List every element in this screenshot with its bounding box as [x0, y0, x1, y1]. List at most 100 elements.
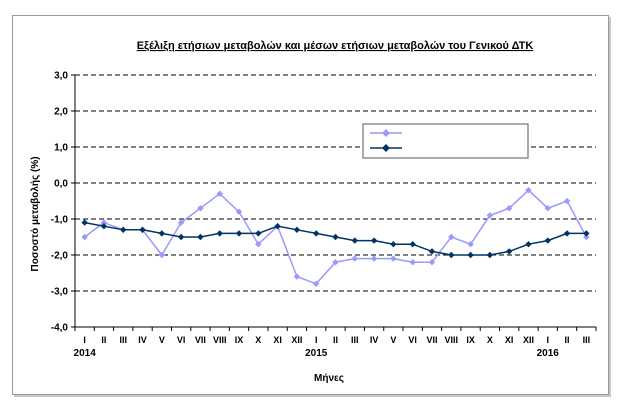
data-point	[467, 251, 474, 259]
x-tick-label: VII	[195, 335, 206, 345]
data-point	[351, 237, 358, 244]
data-point	[525, 241, 532, 248]
y-tick-label: -2,0	[51, 251, 69, 262]
data-point	[177, 219, 185, 226]
y-tick-label: -1,0	[51, 215, 69, 226]
y-tick-label: 3,0	[54, 71, 68, 82]
data-point	[448, 251, 455, 259]
data-point	[158, 230, 166, 237]
x-tick-label: XI	[273, 335, 282, 345]
legend-box	[362, 123, 529, 159]
legend: Ετήσια μεταβολή Μέση ετήσια μεταβολή	[362, 123, 529, 159]
year-label: 2015	[305, 348, 328, 359]
data-point	[370, 237, 378, 244]
legend-marker-annual	[382, 129, 390, 137]
data-point	[235, 208, 243, 215]
y-tick-label: 2,0	[54, 107, 68, 118]
x-tick-label: I	[83, 335, 86, 345]
x-tick-label: X	[487, 335, 493, 345]
data-point	[525, 187, 532, 194]
y-tick-label: -3,0	[51, 287, 69, 298]
year-label: 2014	[74, 348, 97, 359]
legend-label-annual: Ετήσια μεταβολή	[406, 128, 481, 140]
series-mean-annual-change	[81, 219, 590, 259]
data-point	[390, 255, 397, 262]
data-point	[313, 280, 320, 287]
x-tick-label: I	[547, 335, 550, 345]
data-point	[100, 223, 108, 230]
y-tick-label: 1,0	[54, 143, 68, 154]
x-tick-label: VI	[408, 335, 417, 345]
x-tick-label: II	[101, 335, 106, 345]
data-point	[158, 251, 166, 259]
legend-label-mean: Μέση ετήσια μεταβολή	[406, 143, 506, 155]
data-point	[197, 233, 204, 241]
data-point	[390, 241, 397, 248]
data-point	[216, 190, 223, 197]
chart-title: Εξέλιξη ετήσιων μεταβολών και μέσων ετήσ…	[137, 40, 534, 52]
data-point	[505, 205, 513, 212]
data-point	[486, 212, 494, 219]
year-label: 2016	[537, 348, 560, 359]
x-tick-label: III	[119, 335, 127, 345]
data-point	[120, 226, 127, 233]
chart-frame: Εξέλιξη ετήσιων μεταβολών και μέσων ετήσ…	[12, 15, 609, 395]
x-tick-label: VIII	[445, 335, 459, 345]
x-tick-label: II	[333, 335, 338, 345]
x-tick-label: V	[159, 335, 165, 345]
grid	[75, 74, 596, 292]
x-tick-label: V	[390, 335, 396, 345]
data-point	[313, 230, 320, 237]
x-tick-label: X	[255, 335, 261, 345]
x-tick-label: I	[315, 335, 318, 345]
data-point	[583, 233, 590, 241]
data-point	[409, 241, 416, 248]
data-point	[351, 255, 358, 262]
y-tick-label: 0,0	[54, 179, 68, 190]
x-tick-label: VIII	[213, 335, 227, 345]
x-tick-label: II	[565, 335, 570, 345]
data-point	[505, 248, 513, 255]
x-tick-label: XII	[291, 335, 302, 345]
y-tick-label: -4,0	[51, 323, 69, 334]
axes	[71, 74, 597, 331]
data-point	[255, 230, 262, 237]
y-axis-label: Ποσοστό μεταβολής (%)	[30, 156, 41, 271]
x-tick-label: IV	[370, 335, 379, 345]
x-axis-label: Μήνες	[314, 373, 344, 384]
x-tick-label: IV	[138, 335, 147, 345]
x-tick-label: IX	[466, 335, 475, 345]
data-point	[177, 233, 185, 241]
data-point	[370, 255, 378, 262]
data-point	[428, 259, 436, 266]
data-point	[448, 233, 455, 241]
tick-labels: 3,02,01,00,0-1,0-2,0-3,0-4,0I II III IV V VI V…	[51, 71, 590, 360]
data-point	[544, 205, 551, 212]
x-tick-label: XII	[523, 335, 534, 345]
data-point	[563, 230, 571, 237]
data-point	[235, 230, 243, 237]
series-layer	[81, 187, 590, 287]
data-point	[332, 233, 339, 241]
line-chart: Εξέλιξη ετήσιων μεταβολών και μέσων ετήσ…	[30, 40, 597, 384]
data-point	[544, 237, 551, 244]
data-point	[293, 273, 301, 280]
data-point	[255, 241, 262, 248]
data-point	[197, 205, 204, 212]
data-point	[563, 197, 571, 205]
x-tick-label: XI	[505, 335, 514, 345]
data-point	[100, 219, 108, 226]
data-point	[293, 226, 301, 233]
data-point	[486, 251, 494, 259]
data-point	[274, 223, 281, 230]
legend-marker-mean	[382, 144, 390, 152]
data-point	[81, 219, 88, 226]
data-point	[583, 230, 590, 237]
data-point	[467, 241, 474, 248]
x-tick-label: VI	[177, 335, 186, 345]
x-tick-label: VII	[426, 335, 437, 345]
data-point	[139, 226, 146, 233]
x-tick-label: III	[583, 335, 591, 345]
data-point	[409, 259, 416, 266]
data-point	[216, 230, 223, 237]
